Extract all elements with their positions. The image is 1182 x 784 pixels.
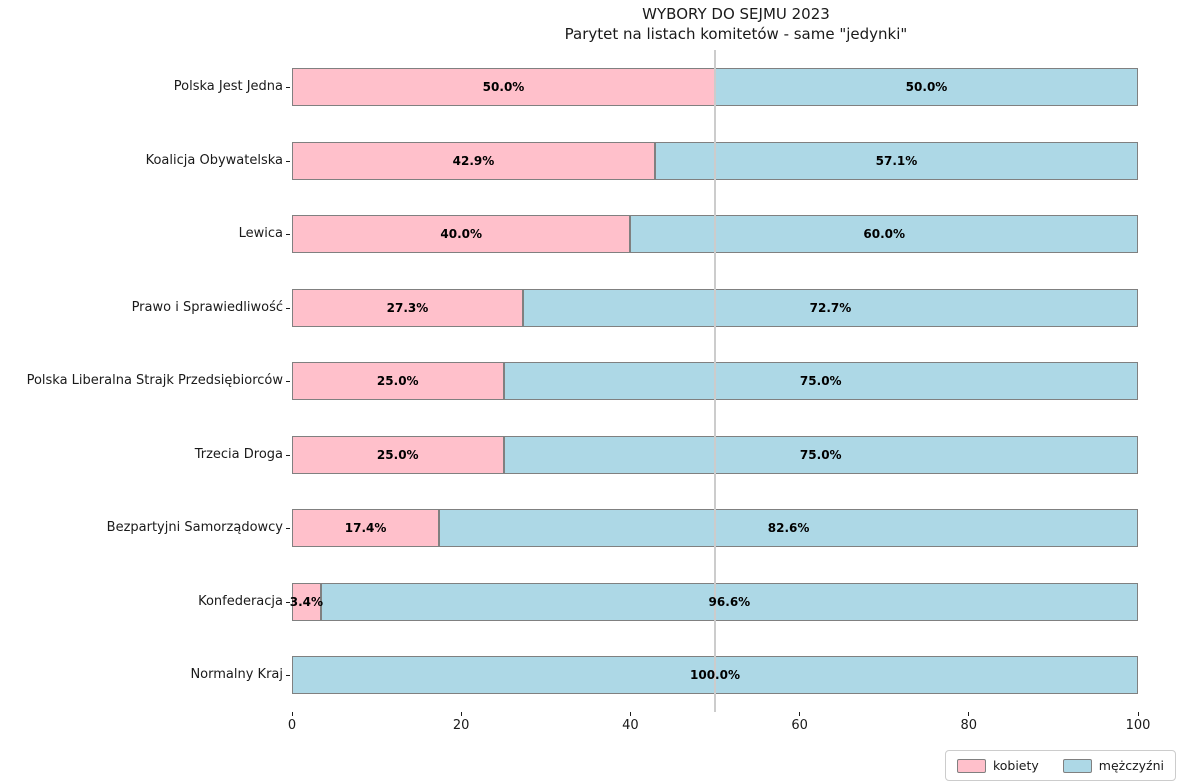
- y-tick-mark: [286, 234, 290, 235]
- y-tick-label: Bezpartyjni Samorządowcy: [106, 520, 283, 535]
- x-tick-label: 40: [622, 718, 639, 733]
- legend-label-kobiety: kobiety: [992, 758, 1039, 773]
- bar-row: 27.3% 72.7%: [292, 288, 1138, 327]
- bars-region: 50.0% 50.0% 42.9% 57.1% 40.0% 60.0% 27.3% 72.7%…: [289, 50, 1138, 712]
- x-tick-mark: [460, 712, 462, 716]
- bar-segment-kobiety: [292, 582, 321, 621]
- bar-row: 3.4% 96.6%: [289, 582, 1138, 621]
- reference-line-50pct: [714, 50, 716, 712]
- bar-value-label: 17.4%: [344, 521, 387, 535]
- bar-segment-mezczyzni: [654, 141, 1138, 180]
- bar-segment-mezczyzni: [503, 435, 1138, 474]
- y-tick-label: Polska Liberalna Strajk Przedsiębiorców: [26, 373, 283, 388]
- x-tick-mark: [968, 712, 970, 716]
- bar-segment-mezczyzni: [439, 509, 1138, 547]
- bar-value-label: 96.6%: [708, 594, 751, 609]
- bar-row: 50.0% 50.0%: [292, 68, 1138, 106]
- bar-value-label: 60.0%: [863, 227, 906, 241]
- y-tick-mark: [286, 87, 290, 88]
- bar-segment-mezczyzni: [320, 582, 1138, 621]
- y-tick-mark: [286, 381, 290, 382]
- bar-value-label: 82.6%: [767, 521, 810, 535]
- legend-item-mezczyzni: mężczyźni: [1062, 758, 1164, 773]
- x-tick-label: 60: [791, 718, 808, 733]
- bar-value-label: 42.9%: [452, 153, 495, 168]
- bar-segment-mezczyzni: [503, 362, 1138, 400]
- bar-value-label: 25.0%: [376, 374, 419, 388]
- bar-segment-kobiety: [292, 288, 523, 327]
- y-tick-mark: [286, 675, 290, 676]
- y-tick-label: Normalny Kraj: [190, 667, 283, 682]
- legend-item-kobiety: kobiety: [956, 758, 1039, 773]
- mezczyzni-swatch: [1062, 758, 1092, 773]
- legend-label-mezczyzni: mężczyźni: [1098, 758, 1164, 773]
- chart-title: WYBORY DO SEJMU 2023: [642, 5, 830, 23]
- plot-area: 50.0% 50.0% 42.9% 57.1% 40.0% 60.0% 27.3% 72.7%…: [289, 50, 1180, 712]
- y-tick-label: Koalicja Obywatelska: [145, 152, 283, 168]
- bar-value-label: 72.7%: [809, 300, 852, 315]
- bar-value-label: 3.4%: [289, 594, 324, 609]
- y-tick-label: Trzecia Droga: [194, 446, 283, 462]
- bar-segment-mezczyzni: [715, 68, 1138, 106]
- bar-segment-kobiety: [292, 509, 440, 547]
- bar-value-label: 75.0%: [799, 374, 842, 388]
- bar-value-label: 25.0%: [376, 447, 419, 462]
- bar-value-label: 50.0%: [905, 80, 948, 94]
- bar-row: 25.0% 75.0%: [292, 362, 1138, 400]
- bar-segment-kobiety: [292, 362, 504, 400]
- bar-value-label: 40.0%: [440, 227, 483, 241]
- bar-value-label: 27.3%: [386, 300, 429, 315]
- bar-value-label: 75.0%: [799, 447, 842, 462]
- y-tick-mark: [286, 307, 290, 309]
- chart-subtitle: Parytet na listach komitetów - same "jed…: [564, 25, 908, 43]
- y-tick-mark: [286, 160, 290, 162]
- y-tick-label: Konfederacja: [198, 593, 283, 609]
- bar-row: 17.4% 82.6%: [292, 509, 1138, 547]
- bar-value-label: 57.1%: [875, 153, 918, 168]
- x-tick-mark: [291, 712, 293, 716]
- x-tick-mark: [629, 712, 631, 716]
- x-tick-label: 0: [287, 718, 297, 733]
- kobiety-swatch: [956, 758, 986, 773]
- title-block: WYBORY DO SEJMU 2023 Parytet na listach …: [292, 4, 1180, 44]
- bar-segment-kobiety: [292, 435, 504, 474]
- y-tick-mark: [286, 454, 290, 456]
- y-axis: Polska Jest Jedna Koalicja Obywatelska Lew…: [0, 0, 292, 784]
- bar-value-label: 50.0%: [482, 80, 525, 94]
- legend: kobiety mężczyźni: [944, 750, 1176, 781]
- y-tick-label: Prawo i Sprawiedliwość: [131, 299, 283, 315]
- y-tick-label: Lewica: [238, 226, 283, 241]
- bar-segment-kobiety: [292, 141, 655, 180]
- x-axis: 0 20 40 60 80 100: [288, 712, 1150, 742]
- x-tick-label: 100: [1125, 718, 1151, 733]
- x-tick-label: 80: [960, 718, 978, 733]
- bar-segment-kobiety: [292, 215, 631, 253]
- x-tick-mark: [799, 712, 801, 716]
- bar-segment-mezczyzni: [522, 288, 1138, 327]
- y-tick-mark: [286, 601, 290, 603]
- bar-row: 42.9% 57.1%: [292, 141, 1138, 180]
- y-tick-mark: [286, 528, 290, 529]
- bar-row: 25.0% 75.0%: [292, 435, 1138, 474]
- x-tick-label: 20: [452, 718, 470, 733]
- x-tick-mark: [1137, 712, 1139, 716]
- bar-value-label: 100.0%: [690, 668, 740, 682]
- bar-segment-kobiety: [292, 68, 715, 106]
- y-tick-label: Polska Jest Jedna: [173, 79, 283, 94]
